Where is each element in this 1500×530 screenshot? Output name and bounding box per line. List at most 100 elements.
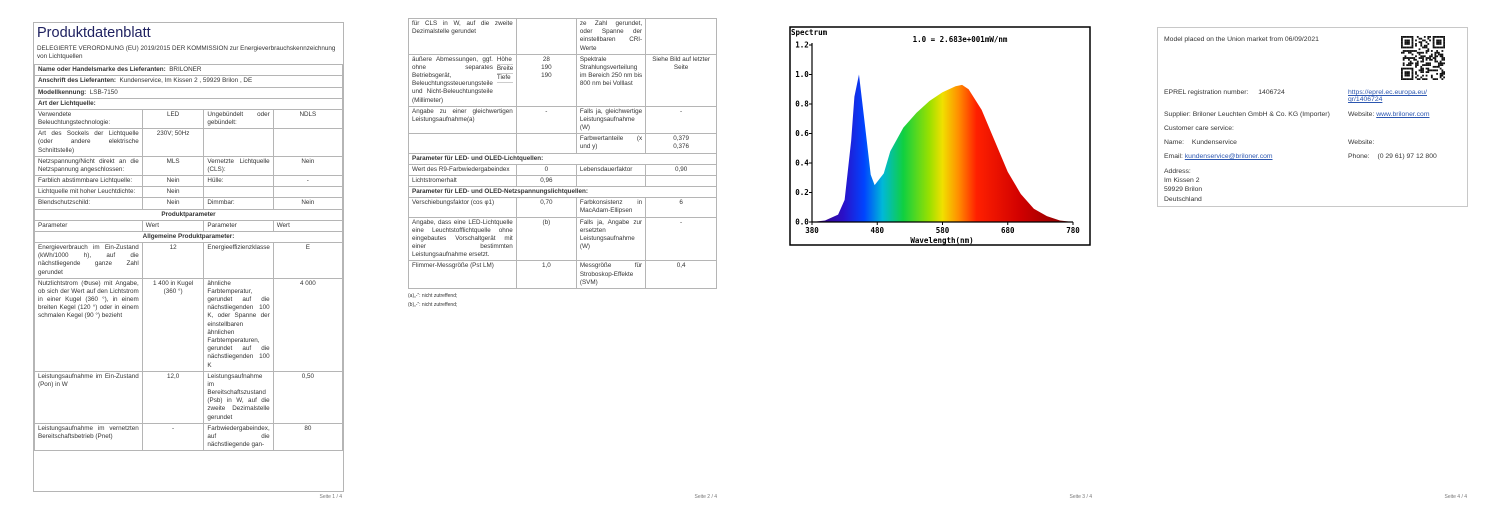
qr-module bbox=[1401, 39, 1403, 42]
qr-module bbox=[1443, 37, 1445, 40]
qr-module bbox=[1423, 64, 1426, 66]
cell: 6 bbox=[645, 197, 717, 218]
qr-module bbox=[1408, 51, 1410, 54]
page-footer: Seite 3 / 4 bbox=[1069, 494, 1092, 500]
qr-module bbox=[1408, 74, 1410, 77]
phone: Phone: (0 29 61) 97 12 800 bbox=[1348, 153, 1437, 160]
qr-module bbox=[1406, 72, 1409, 75]
qr-module bbox=[1404, 74, 1407, 77]
qr-module bbox=[1425, 64, 1428, 66]
qr-module bbox=[1437, 64, 1440, 66]
qr-module bbox=[1434, 51, 1437, 54]
cell: 4 000 bbox=[272, 277, 343, 372]
header-cell: Parameter bbox=[34, 219, 143, 232]
qr-module bbox=[1406, 74, 1409, 77]
qr-module bbox=[1436, 78, 1439, 80]
qr-module bbox=[1434, 58, 1437, 61]
qr-module bbox=[1415, 65, 1417, 68]
qr-module bbox=[1436, 39, 1439, 42]
qr-module bbox=[1413, 50, 1416, 52]
cell: 0,379 0,376 bbox=[645, 133, 717, 154]
qr-module bbox=[1408, 64, 1410, 66]
eprel-label: EPREL registration number: 1406724 bbox=[1164, 89, 1285, 96]
row: Leistungsaufnahme im vernetzten Bereitsc… bbox=[34, 422, 343, 452]
cell bbox=[203, 128, 274, 157]
cell: Hülle: bbox=[203, 175, 274, 188]
qr-module bbox=[1420, 51, 1423, 54]
qr-module bbox=[1401, 36, 1403, 38]
qr-module bbox=[1434, 57, 1437, 59]
qr-module bbox=[1406, 36, 1409, 38]
row: Verschiebungsfaktor (cos φ1) 0,70 Farbkons… bbox=[408, 197, 717, 218]
qr-module bbox=[1430, 69, 1433, 72]
x-axis-label: Wavelength(nm) bbox=[910, 236, 973, 245]
qr-module bbox=[1441, 72, 1444, 75]
row: äußere Abmessungen, ggf. ohne separates … bbox=[408, 53, 717, 107]
address: Address: Im Kissen 2 59929 Brilon Deutsc… bbox=[1164, 167, 1202, 204]
qr-module bbox=[1439, 53, 1442, 56]
qr-module bbox=[1418, 69, 1421, 72]
qr-module bbox=[1408, 41, 1410, 44]
qr-module bbox=[1432, 37, 1435, 40]
footnote: (b)„-“: nicht zutreffend; bbox=[408, 302, 458, 309]
qr-module bbox=[1418, 51, 1421, 54]
email: Email: kundenservice@briloner.com bbox=[1164, 153, 1273, 160]
qr-module bbox=[1429, 39, 1431, 42]
link[interactable]: kundenservice@briloner.com bbox=[1184, 153, 1273, 160]
qr-module bbox=[1443, 72, 1445, 75]
cell: Ungebündelt oder gebündelt: bbox=[203, 108, 274, 130]
info-label: Name oder Handelsmarke des Lieferanten: bbox=[38, 66, 166, 74]
qr-module bbox=[1427, 36, 1430, 38]
cell: Angabe, dass eine LED-Lichtquelle eine L… bbox=[408, 216, 517, 262]
heading: Produktparameter bbox=[34, 208, 343, 221]
qr-module bbox=[1439, 72, 1442, 75]
qr-module bbox=[1443, 41, 1445, 44]
row: Name oder Handelsmarke des Lieferanten: … bbox=[34, 64, 343, 77]
row: Netzspannung/Nicht direkt an die Netzspa… bbox=[34, 155, 343, 177]
chart-title: Spectrum bbox=[791, 28, 828, 37]
qr-module bbox=[1439, 76, 1442, 79]
qr-module bbox=[1404, 67, 1407, 70]
qr-module bbox=[1404, 43, 1407, 45]
qr-module bbox=[1425, 57, 1428, 59]
qr-module bbox=[1437, 41, 1440, 44]
cell: Lichtquelle mit hoher Leuchtdichte: bbox=[34, 186, 143, 199]
qr-module bbox=[1406, 39, 1409, 42]
qr-module bbox=[1411, 50, 1414, 52]
care-name: Name: Kundenservice bbox=[1164, 139, 1237, 146]
qr-module bbox=[1439, 39, 1442, 42]
cell: Lebensdauerfaktor bbox=[575, 163, 647, 176]
qr-module bbox=[1430, 58, 1433, 61]
qr-module bbox=[1441, 50, 1444, 52]
cell: - bbox=[645, 105, 717, 135]
qr-module bbox=[1443, 58, 1445, 61]
qr-module bbox=[1406, 78, 1409, 80]
qr-module bbox=[1406, 67, 1409, 70]
cell: - bbox=[645, 216, 717, 262]
qr-module bbox=[1411, 72, 1414, 75]
value: Kundenservice bbox=[1191, 139, 1237, 146]
cell: Nein bbox=[141, 186, 205, 199]
cell: Farbkonsistenz in MacAdam-Ellipsen bbox=[575, 197, 647, 218]
eprel-url[interactable]: https://eprel.ec.europa.eu/qr/1406724 bbox=[1348, 89, 1427, 103]
supplier: Supplier: Briloner Leuchten GmbH & Co. K… bbox=[1164, 111, 1330, 118]
qr-module bbox=[1436, 41, 1439, 44]
cell-line: 190 bbox=[541, 63, 552, 71]
qr-module bbox=[1404, 36, 1407, 38]
qr-module bbox=[1429, 57, 1431, 59]
cell: Leistungsaufnahme im Bereitschaftszustan… bbox=[203, 370, 274, 424]
qr-module bbox=[1420, 37, 1423, 40]
qr-module bbox=[1436, 43, 1439, 45]
qr-module bbox=[1443, 76, 1445, 79]
qr-module bbox=[1418, 53, 1421, 56]
cell bbox=[575, 174, 647, 188]
qr-module bbox=[1443, 44, 1445, 47]
qr-module bbox=[1402, 78, 1405, 80]
qr-module bbox=[1401, 41, 1403, 44]
qr-module bbox=[1432, 46, 1435, 49]
link[interactable]: www.briloner.com bbox=[1376, 111, 1430, 118]
qr-module bbox=[1409, 50, 1412, 52]
qr-module bbox=[1429, 58, 1431, 61]
qr-module bbox=[1429, 62, 1431, 65]
qr-module bbox=[1418, 41, 1421, 44]
